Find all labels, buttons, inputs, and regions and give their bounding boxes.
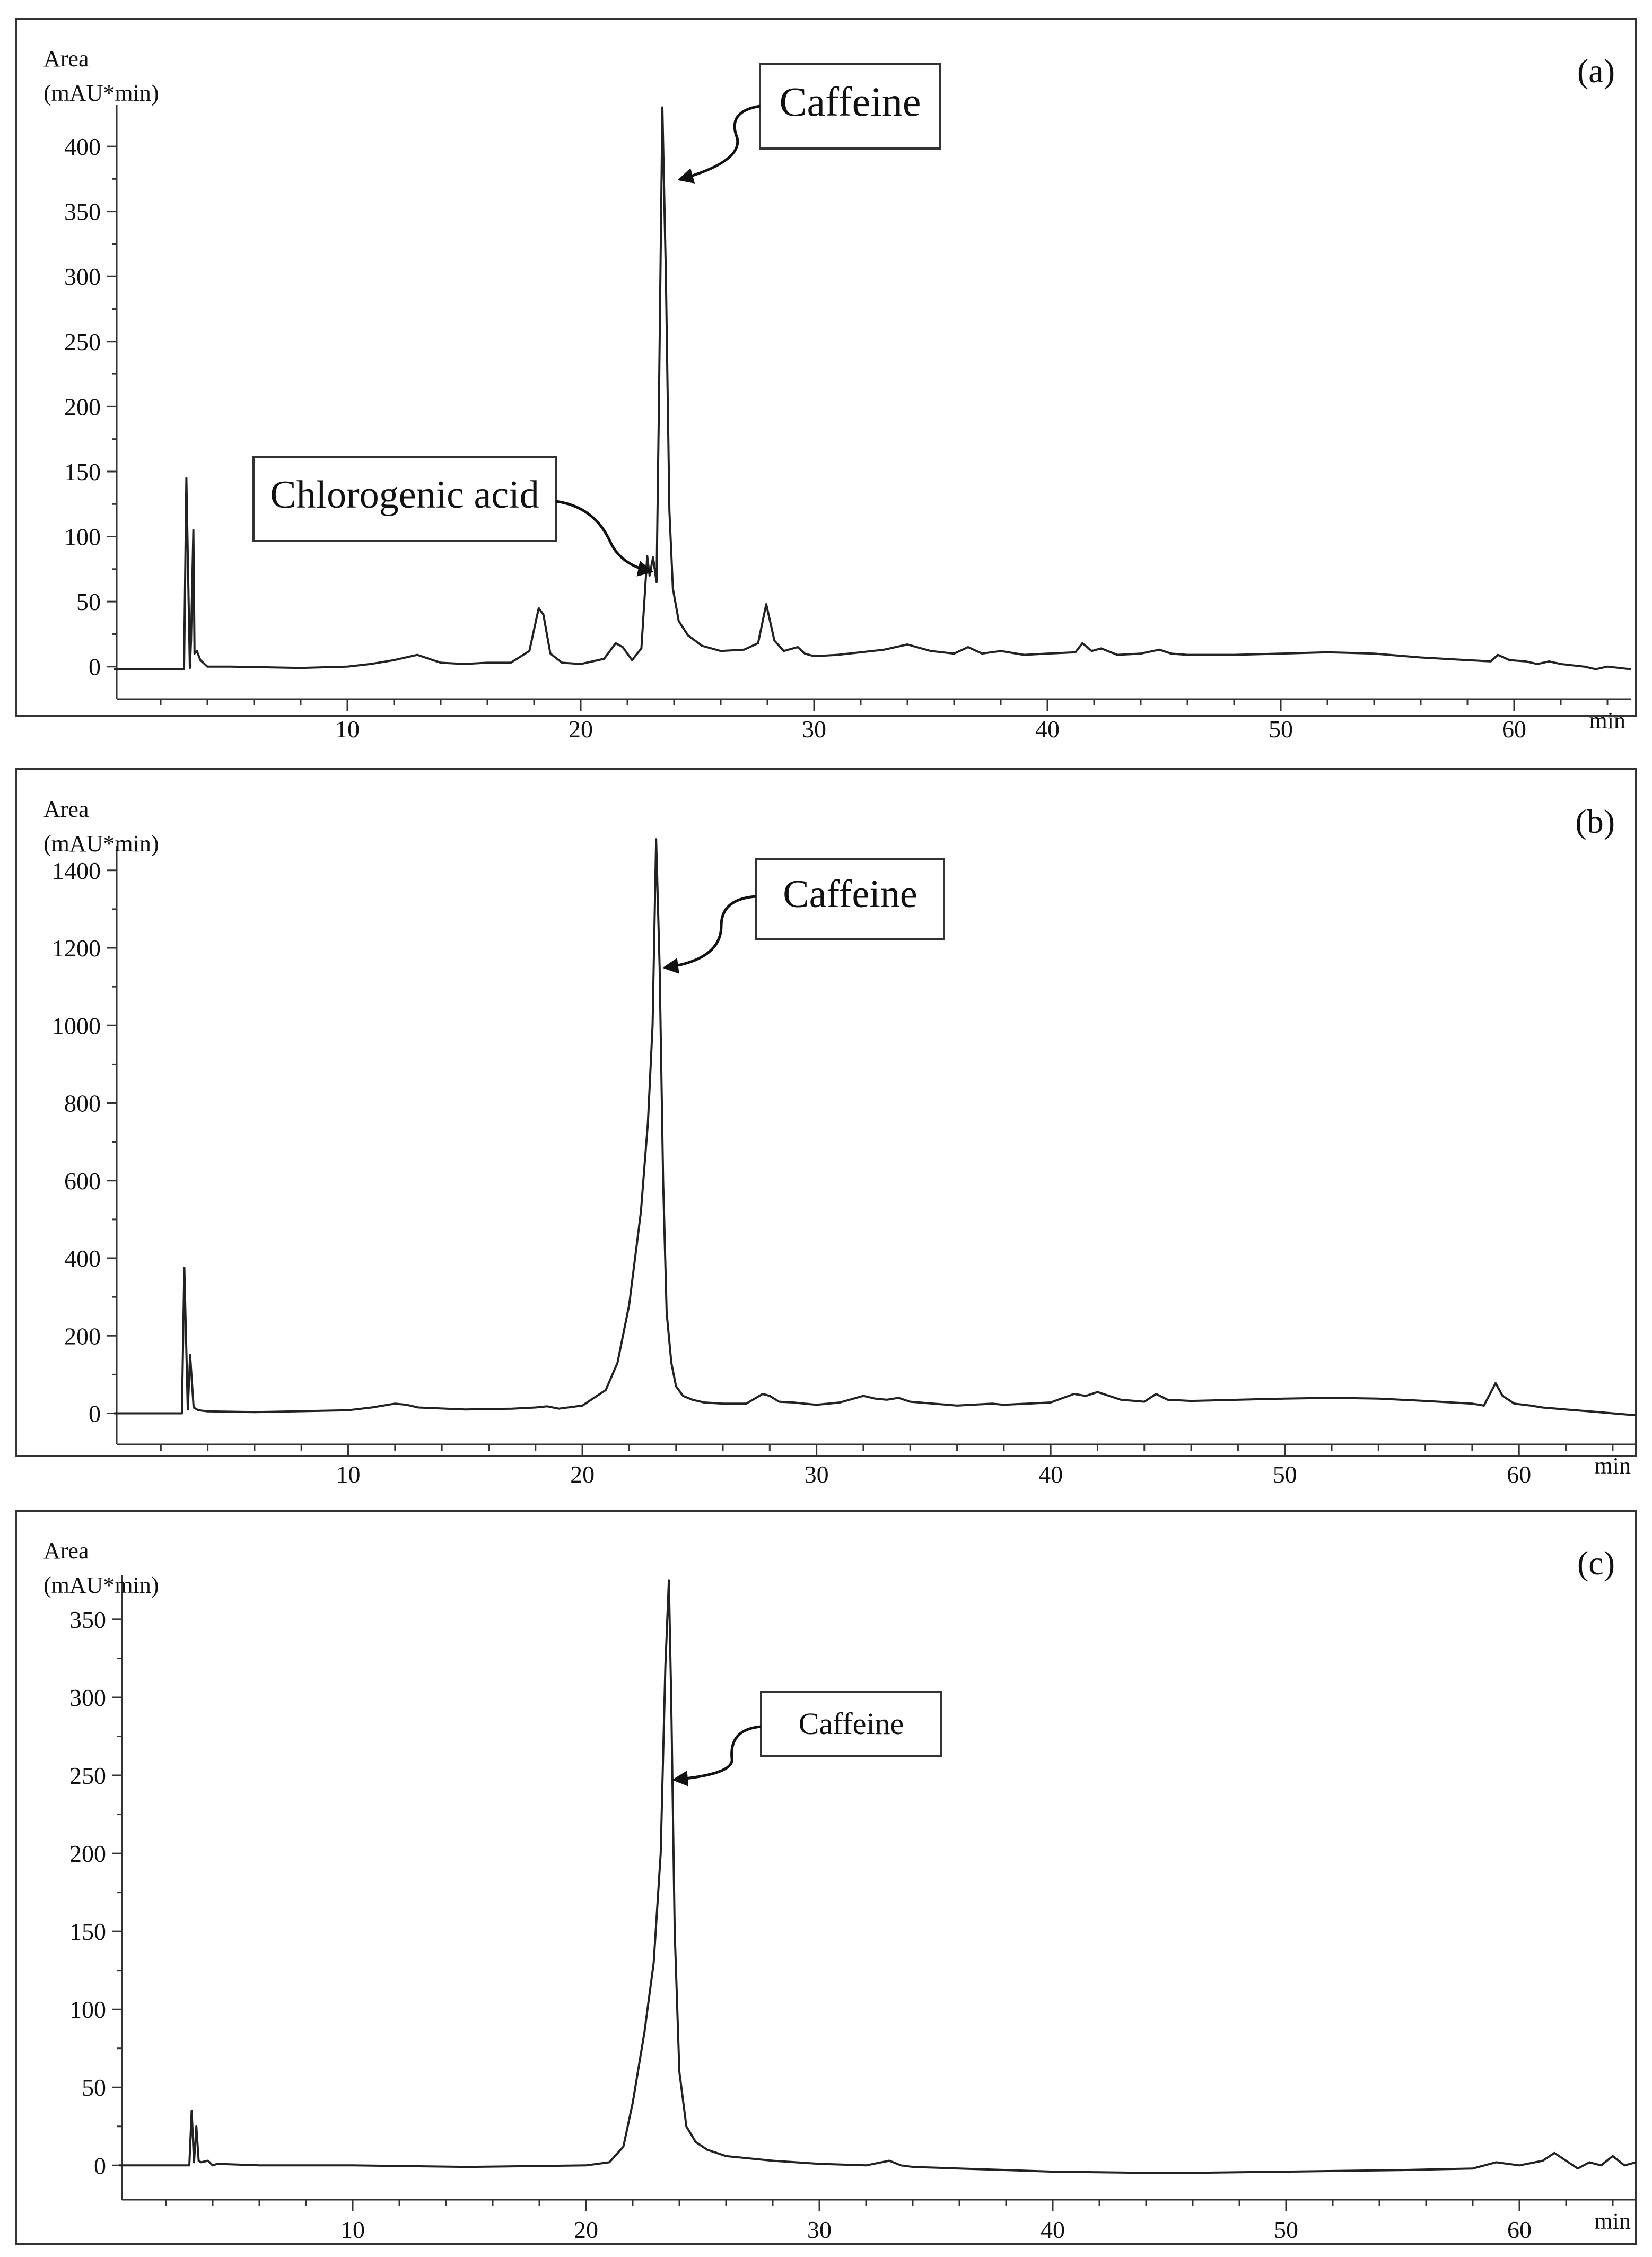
y-axis-label: Area: [43, 46, 89, 72]
chromatogram-trace: [114, 838, 1637, 1417]
y-tick-label: 250: [64, 328, 101, 355]
y-tick-label: 350: [69, 1606, 106, 1633]
y-tick-label: 1200: [52, 935, 101, 962]
y-tick-label: 250: [69, 1762, 106, 1789]
y-tick-label: 0: [89, 653, 101, 681]
y-axis-unit: (mAU*min): [43, 831, 159, 857]
annotation-arrow: [555, 500, 654, 577]
x-tick-label: 30: [807, 2216, 832, 2243]
chromatogram-trace: [119, 1579, 1637, 2174]
y-tick-label: 600: [64, 1167, 101, 1195]
y-tick-label: 100: [64, 524, 101, 551]
annotation-box: [760, 1691, 942, 1757]
x-tick-label: 50: [1273, 1461, 1297, 1488]
panel-frame: [15, 1510, 1637, 2245]
y-tick-label: 300: [69, 1684, 106, 1711]
y-axis-unit: (mAU*min): [43, 1572, 159, 1598]
x-tick-label: 10: [336, 1461, 361, 1488]
y-tick-label: 100: [69, 1996, 106, 2023]
x-axis-label: min: [1589, 708, 1625, 734]
x-tick-label: 20: [574, 2216, 598, 2243]
annotation-chlorogenic-acid: Chlorogenic acid: [252, 456, 654, 577]
x-tick-label: 20: [569, 716, 593, 743]
y-axis-label: Area: [43, 1538, 89, 1564]
x-tick-label: 20: [570, 1461, 595, 1488]
y-tick-label: 50: [82, 2074, 106, 2101]
annotation-label: Chlorogenic acid: [270, 473, 539, 517]
y-tick-label: 150: [64, 458, 101, 485]
y-tick-label: 200: [64, 393, 101, 420]
panel-a: 0 50 100 150 200 250 300 350 400 10 20 30 40 50 60 min A…: [15, 18, 1637, 743]
y-axis-label: Area: [43, 796, 89, 822]
y-tick-label: 350: [64, 198, 101, 225]
y-tick-label: 200: [64, 1322, 101, 1349]
x-tick-label: 30: [805, 1461, 829, 1488]
annotation-label: Caffeine: [779, 79, 921, 125]
annotation-caffeine: Caffeine: [672, 1691, 942, 1787]
x-tick-label: 30: [802, 716, 826, 743]
y-tick-label: 200: [69, 1840, 106, 1867]
x-tick-label: 60: [1507, 2216, 1532, 2243]
x-axis-label: min: [1595, 2208, 1631, 2234]
y-tick-label: 1000: [52, 1012, 101, 1039]
y-tick-label: 400: [64, 1245, 101, 1272]
annotation-arrow: [672, 1725, 762, 1787]
x-tick-label: 60: [1502, 716, 1526, 743]
x-tick-label: 60: [1507, 1461, 1531, 1488]
y-tick-label: 0: [89, 1400, 101, 1427]
y-tick-label: 300: [64, 263, 101, 290]
panel-frame: [15, 768, 1637, 1457]
panel-label: (b): [1575, 803, 1615, 840]
x-tick-label: 40: [1038, 1461, 1063, 1488]
annotation-arrow: [677, 104, 761, 184]
y-tick-label: 800: [64, 1090, 101, 1117]
x-tick-label: 40: [1041, 2216, 1065, 2243]
panel-b: 0 200 400 600 800 1000 1200 1400 10 20 30 40 50 60 min…: [15, 768, 1637, 1488]
annotation-caffeine: Caffeine: [677, 63, 941, 184]
annotation-caffeine: Caffeine: [662, 858, 945, 974]
annotation-label: Caffeine: [799, 1706, 904, 1741]
y-tick-label: 50: [76, 588, 101, 615]
annotation-box: [759, 63, 941, 150]
panel-label: (c): [1577, 1544, 1615, 1582]
annotation-arrow: [662, 895, 756, 974]
panel-frame: [15, 18, 1637, 717]
y-axis-unit: (mAU*min): [43, 80, 159, 106]
annotation-label: Caffeine: [783, 873, 917, 916]
x-tick-label: 50: [1269, 716, 1293, 743]
x-tick-label: 50: [1274, 2216, 1298, 2243]
annotation-box: [252, 456, 557, 542]
panel-c: 0 50 100 150 200 250 300 350 10 20 30 40 50 60 min Area…: [15, 1510, 1637, 2245]
y-tick-label: 400: [64, 133, 101, 160]
chromatogram-trace: [114, 106, 1631, 670]
x-tick-label: 10: [340, 2216, 365, 2243]
y-tick-label: 150: [69, 1918, 106, 1945]
x-tick-label: 10: [335, 716, 360, 743]
x-tick-label: 40: [1035, 716, 1060, 743]
annotation-box: [755, 858, 945, 940]
y-tick-label: 0: [94, 2152, 106, 2179]
x-axis-label: min: [1595, 1453, 1631, 1479]
panel-label: (a): [1577, 52, 1615, 90]
y-tick-label: 1400: [52, 857, 101, 884]
